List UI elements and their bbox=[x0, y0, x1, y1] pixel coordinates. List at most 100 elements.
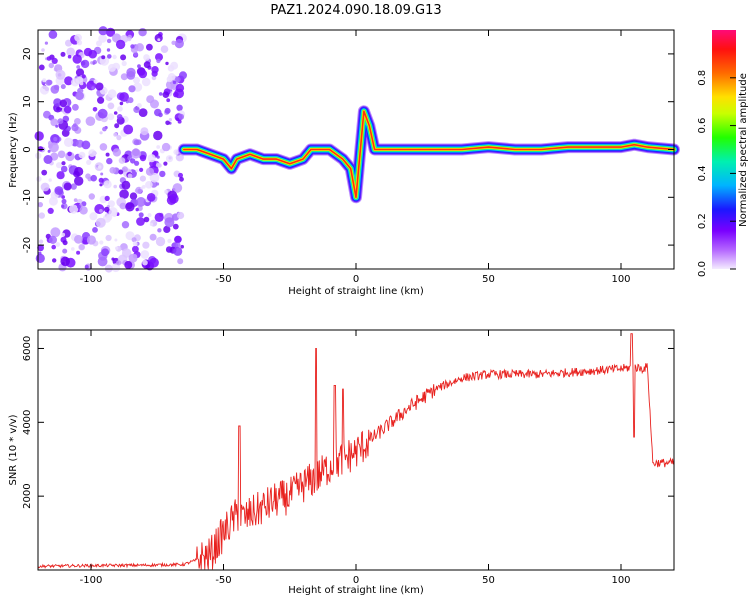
noise-blob bbox=[55, 242, 61, 247]
noise-blob bbox=[164, 107, 171, 114]
noise-blob bbox=[164, 189, 168, 194]
noise-blob bbox=[161, 142, 171, 152]
noise-blob bbox=[179, 71, 187, 80]
noise-blob bbox=[136, 197, 146, 207]
noise-blob bbox=[106, 48, 111, 52]
x-tick-label: 100 bbox=[611, 575, 630, 586]
y-tick-label: 2000 bbox=[22, 483, 33, 508]
noise-blob bbox=[177, 258, 184, 265]
noise-blob bbox=[146, 193, 156, 202]
noise-blob bbox=[167, 238, 172, 244]
colorbar-tick-label: 0.6 bbox=[697, 118, 708, 134]
noise-blob bbox=[37, 244, 44, 252]
noise-blob bbox=[76, 40, 83, 46]
noise-blob bbox=[177, 119, 182, 124]
y-tick-label: 10 bbox=[22, 95, 33, 108]
noise-blob bbox=[129, 192, 138, 200]
noise-blob bbox=[149, 233, 157, 241]
noise-blob bbox=[123, 124, 134, 135]
noise-blob bbox=[46, 56, 52, 61]
noise-blob bbox=[53, 98, 62, 107]
colorbar-tick-label: 0.2 bbox=[697, 213, 708, 229]
noise-blob bbox=[132, 245, 139, 253]
noise-blob bbox=[81, 74, 86, 79]
noise-blob bbox=[48, 235, 58, 244]
noise-blob bbox=[98, 177, 104, 183]
noise-blob bbox=[107, 200, 115, 208]
noise-blob bbox=[130, 44, 135, 49]
colorbar: 0.0 0.2 0.4 0.6 0.8 Normalized spectral ampl… bbox=[697, 30, 749, 277]
noise-blob bbox=[177, 211, 185, 220]
noise-blob bbox=[133, 106, 140, 113]
noise-blob bbox=[57, 150, 66, 159]
noise-blob bbox=[103, 180, 112, 189]
noise-blob bbox=[156, 145, 161, 149]
colorbar-gradient bbox=[712, 30, 736, 269]
noise-blob bbox=[149, 222, 154, 227]
noise-blob bbox=[156, 58, 161, 64]
noise-blob bbox=[135, 207, 139, 212]
noise-blob bbox=[104, 195, 110, 201]
noise-blob bbox=[162, 91, 170, 98]
noise-blob bbox=[128, 253, 138, 263]
y-tick-label: 0 bbox=[22, 146, 33, 152]
noise-blob bbox=[93, 79, 98, 84]
noise-blob bbox=[127, 173, 133, 179]
noise-blob bbox=[101, 55, 106, 60]
noise-blob bbox=[173, 149, 179, 155]
noise-blob bbox=[62, 240, 68, 246]
noise-blob bbox=[163, 161, 168, 166]
noise-blob bbox=[153, 222, 157, 226]
noise-blob bbox=[120, 54, 127, 61]
noise-blob bbox=[56, 162, 63, 169]
noise-blob bbox=[113, 184, 117, 189]
noise-blob bbox=[85, 116, 96, 126]
colorbar-ticks: 0.0 0.2 0.4 0.6 0.8 bbox=[697, 70, 736, 277]
noise-blob bbox=[97, 96, 105, 104]
noise-blob bbox=[81, 140, 91, 150]
noise-blob bbox=[37, 202, 44, 208]
noise-blob bbox=[73, 170, 80, 178]
noise-blob bbox=[48, 178, 52, 182]
x-tick-label: 0 bbox=[353, 274, 359, 285]
noise-blob bbox=[80, 59, 90, 69]
noise-blob bbox=[133, 76, 140, 84]
noise-blob bbox=[113, 132, 118, 137]
x-tick-label: 50 bbox=[482, 274, 495, 285]
noise-blob bbox=[84, 264, 89, 269]
noise-blob bbox=[90, 174, 97, 182]
noise-blob bbox=[107, 89, 117, 99]
noise-blob bbox=[112, 148, 122, 157]
noise-blob bbox=[48, 62, 54, 69]
noise-blob bbox=[99, 143, 108, 151]
noise-blob bbox=[53, 84, 60, 91]
noise-blob bbox=[139, 167, 144, 172]
noise-blob bbox=[59, 99, 68, 108]
noise-blob bbox=[142, 241, 150, 249]
noise-blob bbox=[74, 234, 83, 244]
noise-blob bbox=[173, 91, 179, 98]
noise-blob bbox=[52, 258, 57, 263]
noise-blob bbox=[145, 181, 153, 189]
noise-blob bbox=[74, 118, 81, 125]
noise-blob bbox=[55, 69, 66, 80]
noise-blob bbox=[120, 73, 128, 81]
noise-blob bbox=[154, 33, 163, 43]
noise-blob bbox=[153, 130, 163, 141]
noise-blob bbox=[155, 53, 163, 62]
noise-blob bbox=[35, 253, 45, 263]
noise-blob bbox=[165, 155, 174, 163]
noise-blob bbox=[113, 111, 118, 115]
noise-blob bbox=[50, 227, 61, 238]
noise-blob bbox=[139, 154, 147, 162]
noise-blob bbox=[61, 232, 66, 237]
noise-blob bbox=[138, 28, 147, 37]
noise-blob bbox=[98, 26, 108, 36]
noise-blob bbox=[75, 68, 85, 77]
noise-blob bbox=[140, 127, 149, 136]
noise-blob bbox=[48, 30, 58, 39]
noise-blob bbox=[124, 260, 133, 269]
noise-blob bbox=[125, 231, 135, 241]
noise-blob bbox=[51, 57, 58, 64]
noise-blob bbox=[119, 202, 127, 210]
